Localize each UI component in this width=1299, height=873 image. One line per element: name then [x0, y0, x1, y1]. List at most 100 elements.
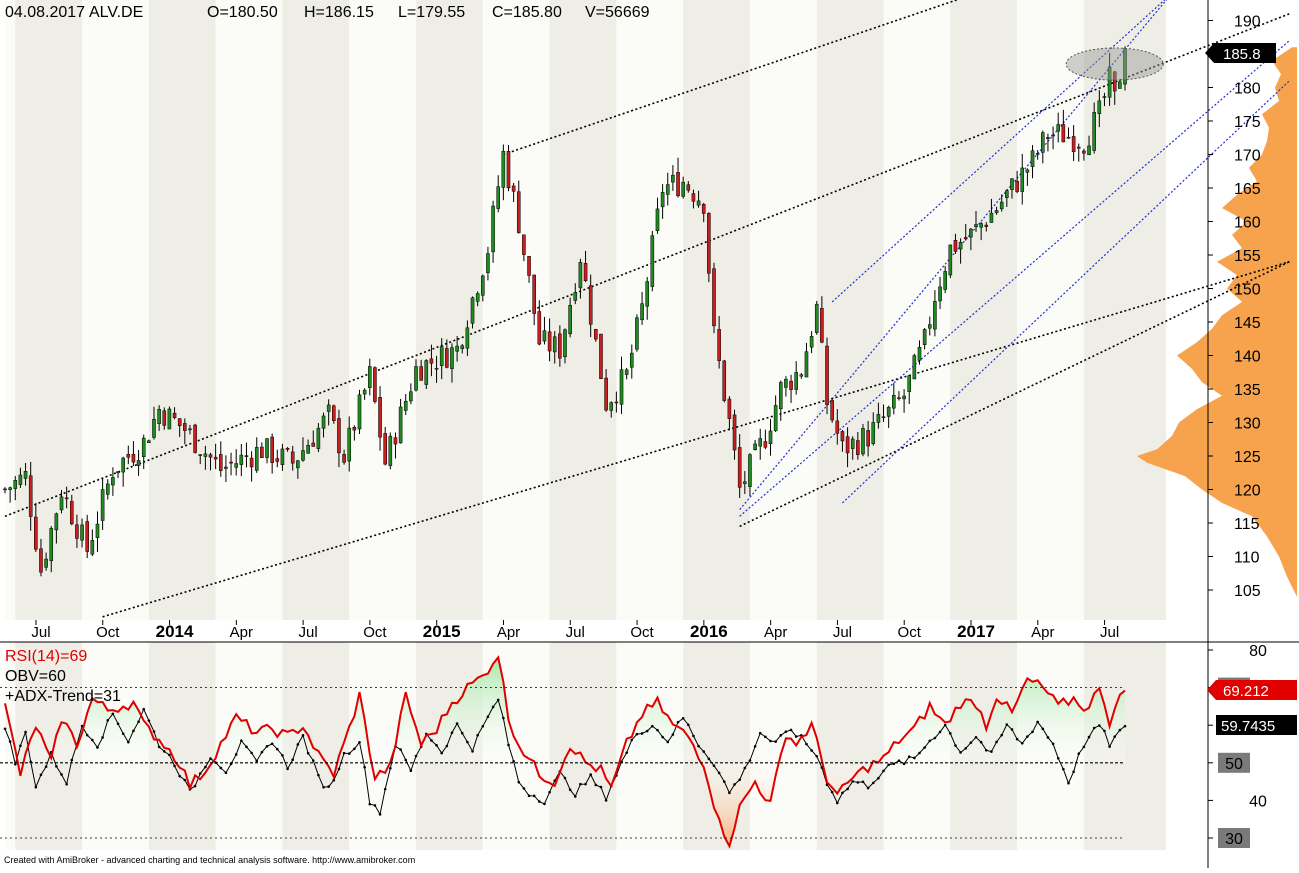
candle [671, 165, 675, 191]
candle-body [624, 369, 629, 375]
candle-body [814, 303, 819, 333]
candle-body [388, 435, 393, 466]
obv-point [265, 744, 269, 748]
candle [188, 424, 192, 435]
candle-body [619, 369, 624, 405]
candle [1071, 125, 1076, 162]
candle [1066, 127, 1071, 139]
obv-point [460, 731, 464, 735]
obv-point [157, 745, 161, 749]
candle-body [1066, 136, 1071, 139]
candle-body [778, 382, 783, 410]
candle [794, 361, 798, 395]
obv-point [712, 764, 716, 767]
candle [105, 479, 110, 500]
obv-point [959, 751, 962, 754]
obv-point [111, 712, 115, 716]
x-tick-label: 2014 [156, 622, 194, 641]
price-band [5, 0, 16, 620]
candle-body [213, 456, 218, 460]
candle [866, 420, 870, 457]
candle [1046, 133, 1050, 152]
candle-body [367, 366, 372, 388]
candle-body [475, 293, 480, 302]
candle [208, 452, 213, 471]
price-band [82, 0, 149, 620]
obv-point [1051, 742, 1055, 746]
candle [1025, 168, 1030, 186]
candle [162, 407, 167, 430]
obv-point [24, 730, 27, 734]
candle-body [337, 418, 341, 454]
candle [532, 274, 536, 326]
obv-point [142, 707, 146, 711]
candle [275, 449, 280, 468]
obv-point [44, 765, 48, 768]
candle-body [105, 483, 110, 495]
candle-body [825, 345, 829, 405]
candle [778, 380, 783, 421]
candle-body [640, 303, 644, 321]
candle [804, 342, 809, 378]
price-tick-label: 180 [1234, 81, 1261, 98]
candle [1112, 71, 1117, 105]
candle-body [516, 191, 521, 233]
candle [285, 446, 290, 452]
candle [1087, 135, 1091, 156]
candle [260, 442, 264, 459]
candle-body [59, 496, 64, 511]
candle [712, 262, 716, 334]
candle-body [183, 423, 187, 431]
candle-body [23, 471, 28, 479]
candle [373, 366, 377, 404]
candle-body [167, 408, 172, 430]
boxed-tick-label: 50 [1225, 756, 1243, 773]
obv-point [209, 757, 212, 760]
price-band [349, 0, 417, 620]
obv-point [902, 762, 906, 766]
obv-point [522, 787, 526, 790]
obv-point [681, 717, 685, 720]
price-tick-label: 155 [1234, 248, 1261, 265]
candle [979, 222, 983, 241]
obv-point [892, 762, 896, 766]
candle [332, 404, 336, 424]
candle-body [789, 380, 793, 390]
ind-axis-bg [1208, 642, 1299, 850]
candle [254, 437, 259, 473]
obv-point [635, 732, 639, 736]
candle-body [218, 454, 223, 471]
candle [619, 356, 624, 415]
candle-body [357, 394, 362, 430]
candle-body [8, 487, 12, 490]
obv-point [1113, 735, 1117, 738]
obv-point [815, 755, 819, 758]
candle-body [141, 437, 146, 457]
obv-point [440, 751, 443, 755]
price-tick-label: 130 [1234, 416, 1261, 433]
candle-body [1061, 124, 1066, 143]
obv-point [296, 743, 300, 746]
candle [445, 339, 449, 369]
candle-body [414, 366, 418, 391]
candle-body [660, 192, 665, 208]
obv-point [435, 744, 438, 747]
obv-point [579, 782, 582, 786]
candle [850, 436, 855, 460]
obv-point [738, 778, 741, 782]
candle [64, 486, 69, 509]
candle [1041, 130, 1045, 164]
candle [167, 406, 172, 430]
price-tick-label: 190 [1234, 14, 1261, 31]
price-band [215, 0, 283, 620]
candle [157, 405, 161, 431]
obv-point [1062, 767, 1065, 771]
candle-body [481, 275, 485, 296]
candle [450, 343, 454, 383]
obv-point [984, 748, 988, 752]
obv-point [358, 741, 361, 744]
candle-body [198, 454, 203, 456]
obv-point [794, 735, 798, 738]
